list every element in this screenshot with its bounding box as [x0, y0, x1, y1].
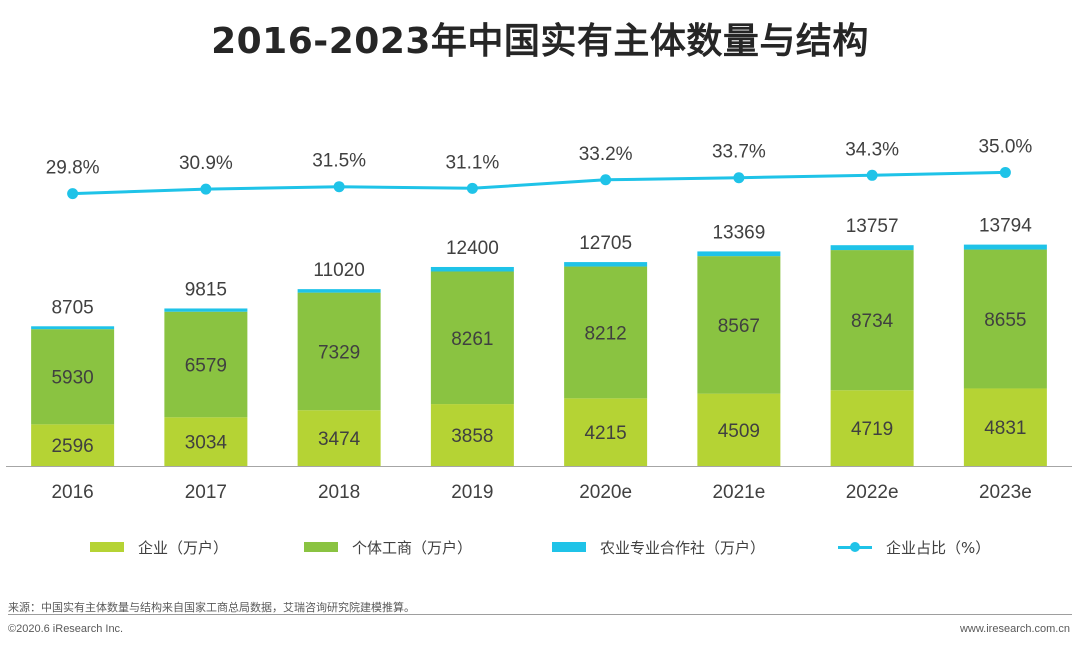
bar-value-label: 3858 [451, 426, 493, 447]
legend-label-enterprise: 企业（万户） [138, 538, 229, 557]
bar-value-label: 7329 [318, 342, 360, 363]
bar-value-label: 8212 [584, 323, 626, 344]
x-tick-label: 2022e [846, 482, 899, 503]
share-point [333, 181, 345, 193]
share-label: 31.5% [312, 151, 366, 172]
share-label: 30.9% [179, 153, 233, 174]
share-point [866, 169, 878, 181]
share-label: 35.0% [978, 136, 1032, 157]
x-tick-label: 2020e [579, 482, 632, 503]
bar-enterprise [564, 398, 648, 466]
bar-individual [164, 311, 248, 418]
bar-individual [31, 329, 115, 425]
x-tick-label: 2016 [51, 482, 93, 503]
bar-total-label: 12400 [446, 238, 499, 259]
bar-individual [830, 250, 914, 391]
bar-cooperative [31, 326, 115, 330]
share-label: 29.8% [46, 158, 100, 179]
bar-value-label: 4215 [584, 423, 626, 444]
copyright-text: ©2020.6 iResearch Inc. [8, 623, 124, 635]
bar-total-label: 9815 [185, 279, 227, 300]
share-point [67, 188, 79, 200]
share-point [466, 182, 478, 194]
share-point [600, 174, 612, 186]
bar-individual [963, 249, 1047, 389]
x-tick-label: 2023e [979, 482, 1032, 503]
bar-cooperative [963, 244, 1047, 250]
bar-individual [430, 271, 514, 405]
bar-value-label: 2596 [51, 436, 93, 457]
bar-total-label: 12705 [579, 233, 632, 254]
bar-individual [297, 292, 381, 411]
stacked-bar-chart: 2596 5930 8705 2016 3034 6579 9815 2017 3474 7329… [6, 136, 1072, 503]
bar-cooperative [430, 266, 514, 272]
share-label: 33.2% [579, 144, 633, 165]
bar-cooperative [697, 251, 781, 257]
bar-individual [564, 266, 648, 399]
bar-enterprise [830, 390, 914, 466]
x-tick-label: 2017 [185, 482, 227, 503]
bar-individual [697, 256, 781, 394]
bar-cooperative [564, 262, 648, 267]
legend-swatch-share [838, 542, 872, 552]
x-tick-label: 2018 [318, 482, 360, 503]
bar-value-label: 4719 [851, 419, 893, 440]
legend-item-cooperative: 农业专业合作社（万户） [552, 534, 765, 560]
bar-enterprise [430, 404, 514, 466]
share-label: 33.7% [712, 142, 766, 163]
share-point [200, 183, 212, 195]
bar-value-label: 4509 [718, 421, 760, 442]
bar-value-label: 5930 [51, 368, 93, 389]
legend-label-cooperative: 农业专业合作社（万户） [600, 538, 766, 557]
legend-label-share: 企业占比（%） [886, 538, 991, 557]
legend-swatch-cooperative [552, 542, 586, 552]
bar-value-label: 3034 [185, 433, 228, 454]
legend-item-share: 企业占比（%） [838, 534, 990, 560]
bar-total-label: 11020 [313, 260, 364, 281]
bar-enterprise [963, 388, 1047, 466]
footer-divider [8, 614, 1072, 615]
bar-value-label: 4831 [984, 418, 1026, 439]
bar-enterprise [31, 424, 115, 466]
bar-cooperative [830, 245, 914, 251]
chart-title: 2016-2023年中国实有主体数量与结构 [211, 21, 869, 62]
source-note: 来源：中国实有主体数量与结构来自国家工商总局数据，艾瑞咨询研究院建模推算。 [8, 601, 415, 614]
legend-item-individual: 个体工商（万户） [304, 534, 472, 560]
bar-enterprise [297, 410, 381, 466]
share-label: 31.1% [445, 152, 499, 173]
bar-total-label: 13794 [979, 216, 1032, 237]
share-point [999, 166, 1011, 178]
bar-value-label: 8567 [718, 316, 760, 337]
legend-item-enterprise: 企业（万户） [90, 534, 228, 560]
bar-cooperative [164, 308, 248, 312]
share-line [72, 170, 1006, 196]
bar-total-label: 8705 [51, 297, 93, 318]
chart-legend: 企业（万户） 个体工商（万户） 农业专业合作社（万户） 企业占比（%） [0, 534, 1080, 560]
bar-value-label: 8655 [984, 310, 1026, 331]
bar-value-label: 3474 [318, 429, 361, 450]
share-label: 34.3% [845, 139, 899, 160]
website-text: www.iresearch.com.cn [959, 623, 1070, 635]
bar-enterprise [164, 417, 248, 466]
x-tick-label: 2019 [451, 482, 493, 503]
bar-value-label: 6579 [185, 356, 227, 377]
bar-cooperative [297, 289, 381, 293]
bar-enterprise [697, 393, 781, 466]
bar-total-label: 13369 [712, 222, 765, 243]
x-tick-label: 2021e [712, 482, 765, 503]
legend-swatch-enterprise [90, 542, 124, 552]
bar-value-label: 8734 [851, 311, 894, 332]
bar-value-label: 8261 [451, 329, 493, 350]
legend-swatch-individual [304, 542, 338, 552]
legend-label-individual: 个体工商（万户） [352, 538, 473, 557]
bar-total-label: 13757 [846, 216, 899, 237]
share-point [733, 172, 745, 184]
